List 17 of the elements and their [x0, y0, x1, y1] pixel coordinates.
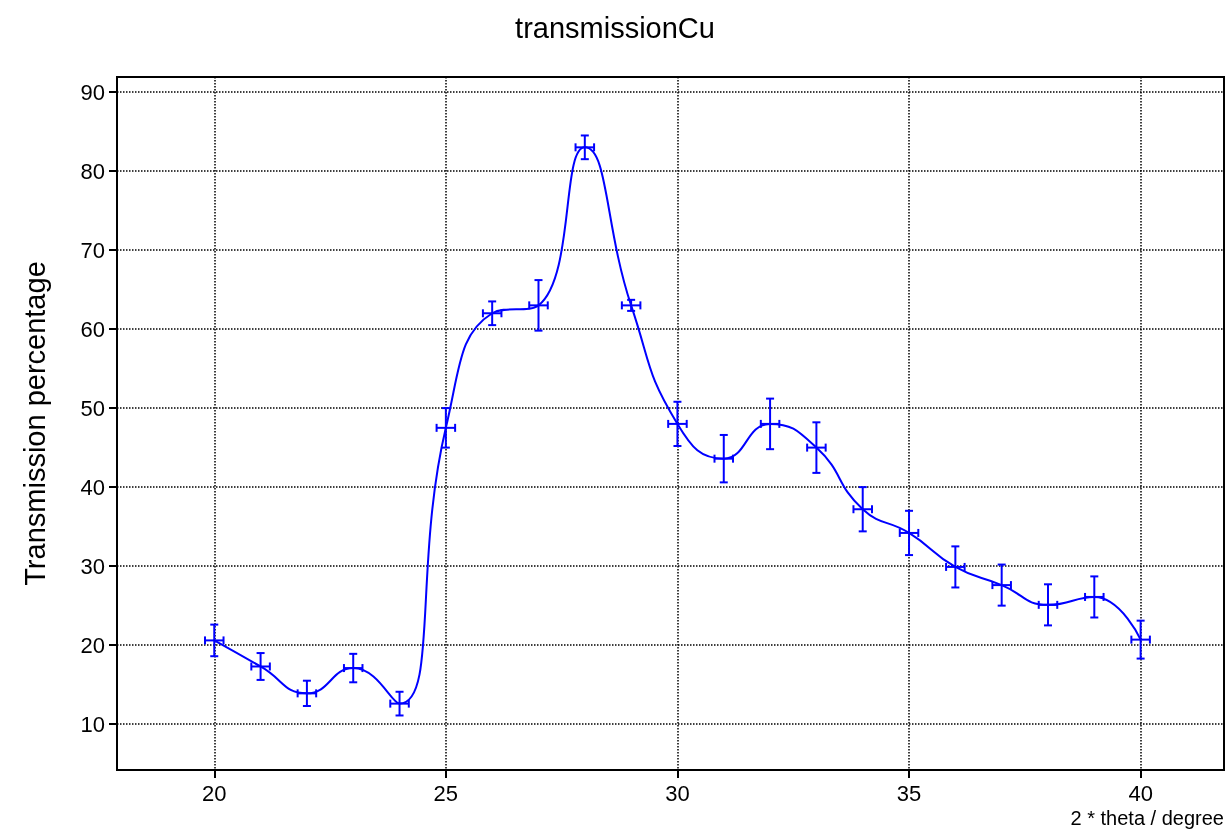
y-tick-label: 60 — [80, 316, 105, 342]
y-axis-title: Transmission percentage — [18, 261, 51, 586]
y-tick-label: 30 — [80, 553, 105, 579]
x-tick-label: 30 — [665, 780, 690, 806]
y-tick-label: 40 — [80, 474, 105, 500]
y-tick-label: 90 — [80, 79, 105, 105]
x-axis-title: 2 * theta / degree — [1070, 807, 1224, 829]
x-tick-label: 35 — [896, 780, 922, 806]
y-tick-label: 10 — [80, 711, 105, 737]
y-tick-label: 80 — [80, 158, 105, 184]
x-tick-label: 25 — [433, 780, 459, 806]
y-tick-label: 20 — [80, 632, 105, 658]
x-tick-label: 40 — [1128, 780, 1153, 806]
x-tick-label: 20 — [202, 780, 227, 806]
chart-title: transmissionCu — [515, 11, 715, 44]
y-tick-label: 70 — [80, 237, 105, 263]
y-tick-label: 50 — [80, 395, 105, 421]
